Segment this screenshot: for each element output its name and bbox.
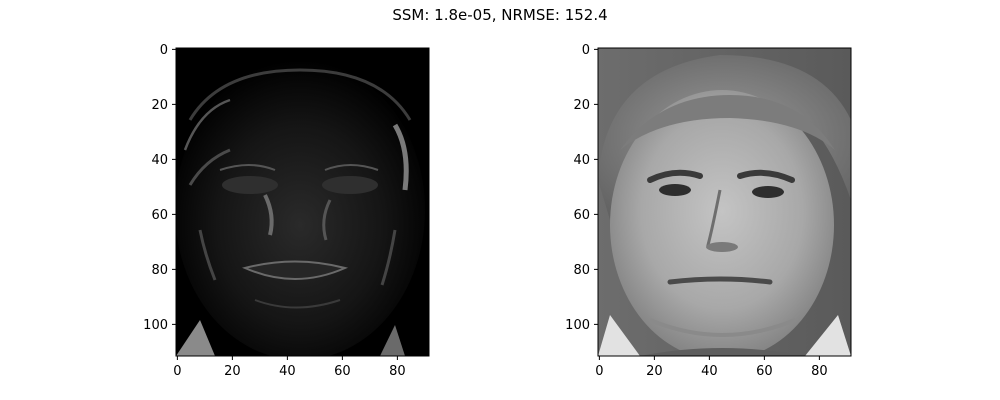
x-tick-label: 80 (389, 364, 406, 379)
x-tick-label: 0 (173, 364, 181, 379)
y-tick-label: 100 (143, 318, 168, 333)
x-tick-label: 40 (279, 364, 296, 379)
axes-frame (597, 47, 852, 357)
x-tick-label: 80 (811, 364, 828, 379)
y-tick-label: 80 (151, 263, 168, 278)
x-tick-label: 60 (334, 364, 351, 379)
y-tick-label: 60 (573, 208, 590, 223)
original-face-image (598, 48, 851, 356)
axes-panel-1: 0 20 40 60 80 0 20 40 60 80 100 (143, 43, 430, 379)
x-tick-label: 20 (224, 364, 241, 379)
y-tick-label: 60 (151, 208, 168, 223)
y-tick-label: 20 (573, 98, 590, 113)
axes-panel-2: 0 20 40 60 80 0 20 40 60 80 100 (565, 43, 852, 379)
y-tick-label: 100 (565, 318, 590, 333)
y-tick-label: 80 (573, 263, 590, 278)
x-tick-label: 40 (701, 364, 718, 379)
x-tick-label: 60 (756, 364, 773, 379)
x-tick-label: 0 (595, 364, 603, 379)
figure-title: SSM: 1.8e-05, NRMSE: 152.4 (392, 6, 608, 24)
axes-frame (175, 47, 430, 357)
y-tick-label: 0 (160, 43, 168, 58)
y-tick-label: 40 (573, 153, 590, 168)
y-tick-label: 40 (151, 153, 168, 168)
x-tick-label: 20 (646, 364, 663, 379)
y-tick-label: 20 (151, 98, 168, 113)
y-tick-label: 0 (582, 43, 590, 58)
difference-image (176, 48, 429, 356)
